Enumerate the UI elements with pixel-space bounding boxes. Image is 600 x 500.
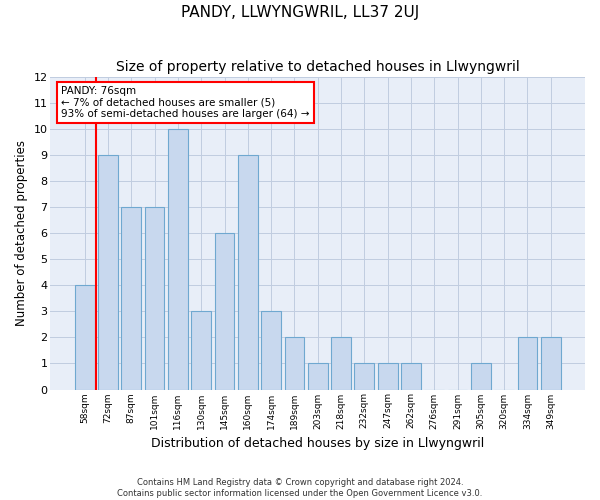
Bar — [284, 338, 304, 390]
Text: PANDY, LLWYNGWRIL, LL37 2UJ: PANDY, LLWYNGWRIL, LL37 2UJ — [181, 5, 419, 20]
Bar — [308, 364, 328, 390]
Title: Size of property relative to detached houses in Llwyngwril: Size of property relative to detached ho… — [116, 60, 520, 74]
Text: PANDY: 76sqm
← 7% of detached houses are smaller (5)
93% of semi-detached houses: PANDY: 76sqm ← 7% of detached houses are… — [61, 86, 310, 119]
Y-axis label: Number of detached properties: Number of detached properties — [15, 140, 28, 326]
Bar — [471, 364, 491, 390]
Bar — [331, 338, 351, 390]
Bar — [541, 338, 561, 390]
Bar — [215, 233, 235, 390]
Bar — [401, 364, 421, 390]
Bar — [378, 364, 398, 390]
Bar — [191, 312, 211, 390]
Bar — [75, 285, 95, 390]
Bar — [261, 312, 281, 390]
Bar — [518, 338, 538, 390]
X-axis label: Distribution of detached houses by size in Llwyngwril: Distribution of detached houses by size … — [151, 437, 484, 450]
Text: Contains HM Land Registry data © Crown copyright and database right 2024.
Contai: Contains HM Land Registry data © Crown c… — [118, 478, 482, 498]
Bar — [121, 207, 141, 390]
Bar — [98, 155, 118, 390]
Bar — [145, 207, 164, 390]
Bar — [238, 155, 258, 390]
Bar — [168, 128, 188, 390]
Bar — [355, 364, 374, 390]
